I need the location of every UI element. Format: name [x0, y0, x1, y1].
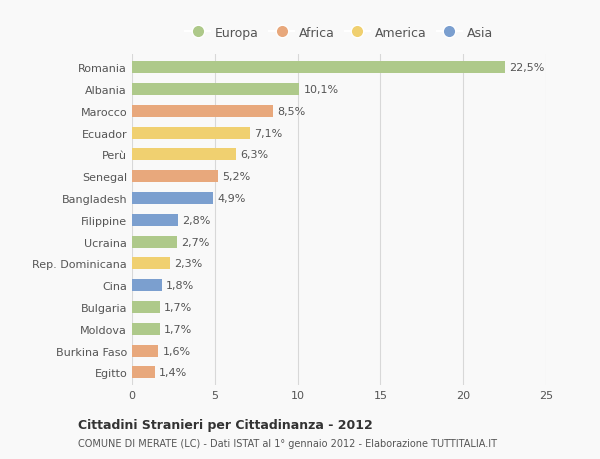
Bar	[132, 236, 177, 248]
Text: 2,3%: 2,3%	[174, 259, 202, 269]
Text: 1,7%: 1,7%	[164, 302, 193, 312]
Text: 1,8%: 1,8%	[166, 280, 194, 291]
Bar	[132, 106, 273, 118]
Text: 1,7%: 1,7%	[164, 324, 193, 334]
Bar	[132, 149, 236, 161]
Text: 22,5%: 22,5%	[509, 63, 544, 73]
Text: 5,2%: 5,2%	[222, 172, 251, 182]
Bar	[132, 323, 160, 335]
Text: 2,7%: 2,7%	[181, 237, 209, 247]
Text: 4,9%: 4,9%	[217, 194, 245, 204]
Text: 7,1%: 7,1%	[254, 129, 282, 138]
Text: 1,4%: 1,4%	[160, 368, 188, 377]
Text: Cittadini Stranieri per Cittadinanza - 2012: Cittadini Stranieri per Cittadinanza - 2…	[78, 418, 373, 431]
Bar	[132, 301, 160, 313]
Bar	[132, 171, 218, 183]
Bar	[132, 193, 213, 205]
Text: 8,5%: 8,5%	[277, 106, 305, 117]
Bar	[132, 367, 155, 379]
Text: COMUNE DI MERATE (LC) - Dati ISTAT al 1° gennaio 2012 - Elaborazione TUTTITALIA.: COMUNE DI MERATE (LC) - Dati ISTAT al 1°…	[78, 438, 497, 448]
Text: 10,1%: 10,1%	[304, 85, 338, 95]
Legend: Europa, Africa, America, Asia: Europa, Africa, America, Asia	[180, 22, 498, 45]
Bar	[132, 345, 158, 357]
Bar	[132, 62, 505, 74]
Bar	[132, 214, 178, 226]
Bar	[132, 280, 162, 291]
Text: 1,6%: 1,6%	[163, 346, 191, 356]
Bar	[132, 258, 170, 270]
Bar	[132, 128, 250, 140]
Bar	[132, 84, 299, 96]
Text: 6,3%: 6,3%	[241, 150, 269, 160]
Text: 2,8%: 2,8%	[182, 215, 211, 225]
